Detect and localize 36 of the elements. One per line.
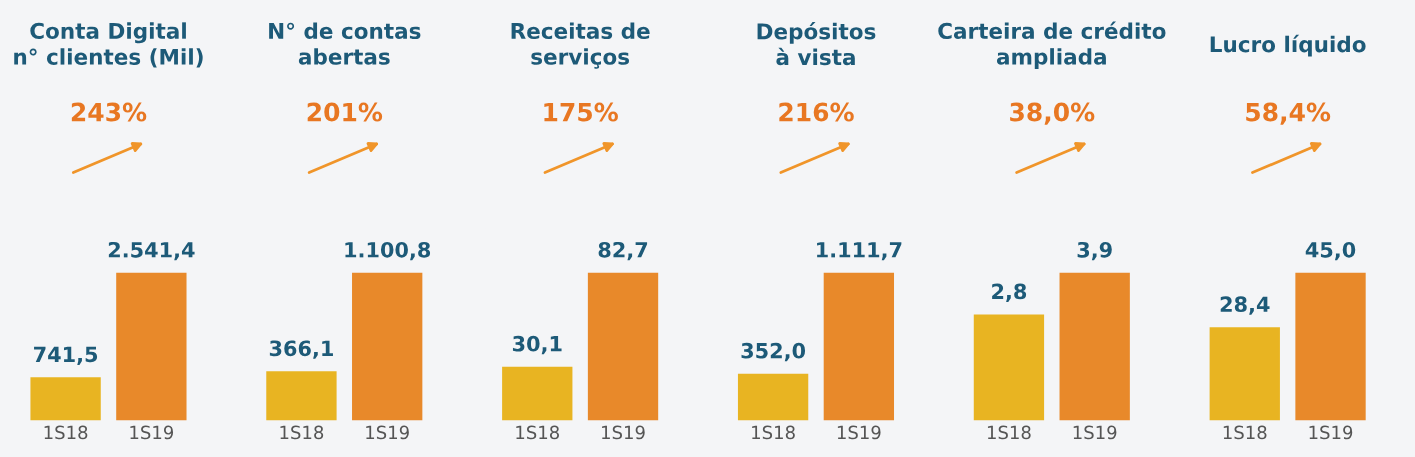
x-tick-label: 1S18: [987, 425, 1031, 440]
x-tick-label: 1S19: [130, 425, 174, 440]
x-tick-label: 1S18: [44, 425, 88, 440]
data-label: 82,7: [598, 241, 648, 261]
text: 38,0%: [1010, 102, 1095, 125]
data-label: 352,0: [741, 342, 806, 362]
x-tick-label: 1S19: [602, 425, 645, 440]
data-label: 2.541,4: [108, 241, 195, 261]
chart-title: Conta Digital n° clientes (Mil): [14, 22, 203, 68]
text: 243%: [71, 102, 147, 122]
chart-title: Lucro líquido: [1210, 34, 1366, 57]
x-tick-label: 1S18: [280, 425, 324, 440]
x-tick-label: 1S19: [366, 425, 409, 440]
text: 175%: [544, 102, 618, 122]
data-label: 28,4: [1220, 296, 1270, 315]
text: 216%: [779, 102, 854, 122]
data-label: 3,9: [1077, 241, 1112, 261]
data-label: 1.111,7: [817, 242, 902, 261]
data-label: 2,8: [992, 283, 1027, 302]
data-label: 741,5: [34, 346, 98, 365]
chart-title: Carteira de crédito ampliada: [938, 21, 1166, 69]
data-label: 366,1: [269, 340, 333, 359]
text: 201%: [307, 102, 383, 122]
x-tick-label: 1S18: [516, 425, 559, 440]
x-tick-label: 1S19: [1309, 425, 1353, 440]
x-tick-label: 1S19: [837, 425, 881, 440]
chart-title: Depósitos à vista: [757, 21, 876, 66]
data-label: 45,0: [1305, 241, 1356, 261]
x-tick-label: 1S18: [752, 425, 795, 440]
chart-title: Receitas de serviços: [511, 22, 650, 69]
data-label: 30,1: [512, 335, 562, 355]
chart-title: N° de contas abertas: [269, 22, 421, 65]
data-label: 1.100,8: [345, 241, 431, 261]
text: 58,4%: [1246, 102, 1331, 125]
x-tick-label: 1S19: [1073, 425, 1117, 440]
x-tick-label: 1S18: [1223, 425, 1267, 440]
